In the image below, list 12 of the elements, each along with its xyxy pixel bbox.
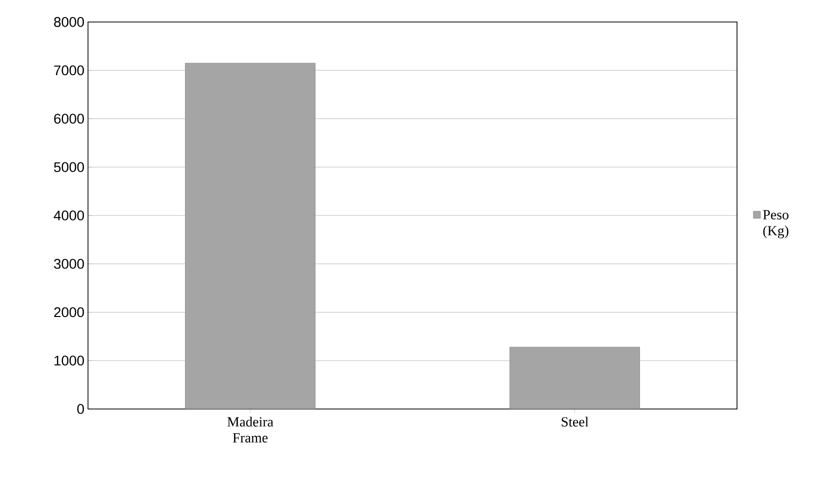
y-tick-label: 1000 (54, 356, 84, 366)
y-tick-label: 8000 (54, 17, 84, 27)
y-tick-label: 4000 (54, 210, 84, 220)
y-tick-label: 3000 (54, 258, 84, 269)
y-tick-label: 7000 (54, 65, 84, 76)
legend-label: Peso (Kg) (763, 210, 788, 238)
x-tick-label: Steel (562, 416, 588, 427)
y-tick-label: 6000 (54, 114, 84, 124)
y-tick-label: 2000 (54, 307, 84, 318)
y-tick-label: 5000 (54, 162, 84, 172)
y-tick-label: 0 (77, 404, 84, 414)
x-tick-label: Madeira Frame (227, 416, 274, 443)
